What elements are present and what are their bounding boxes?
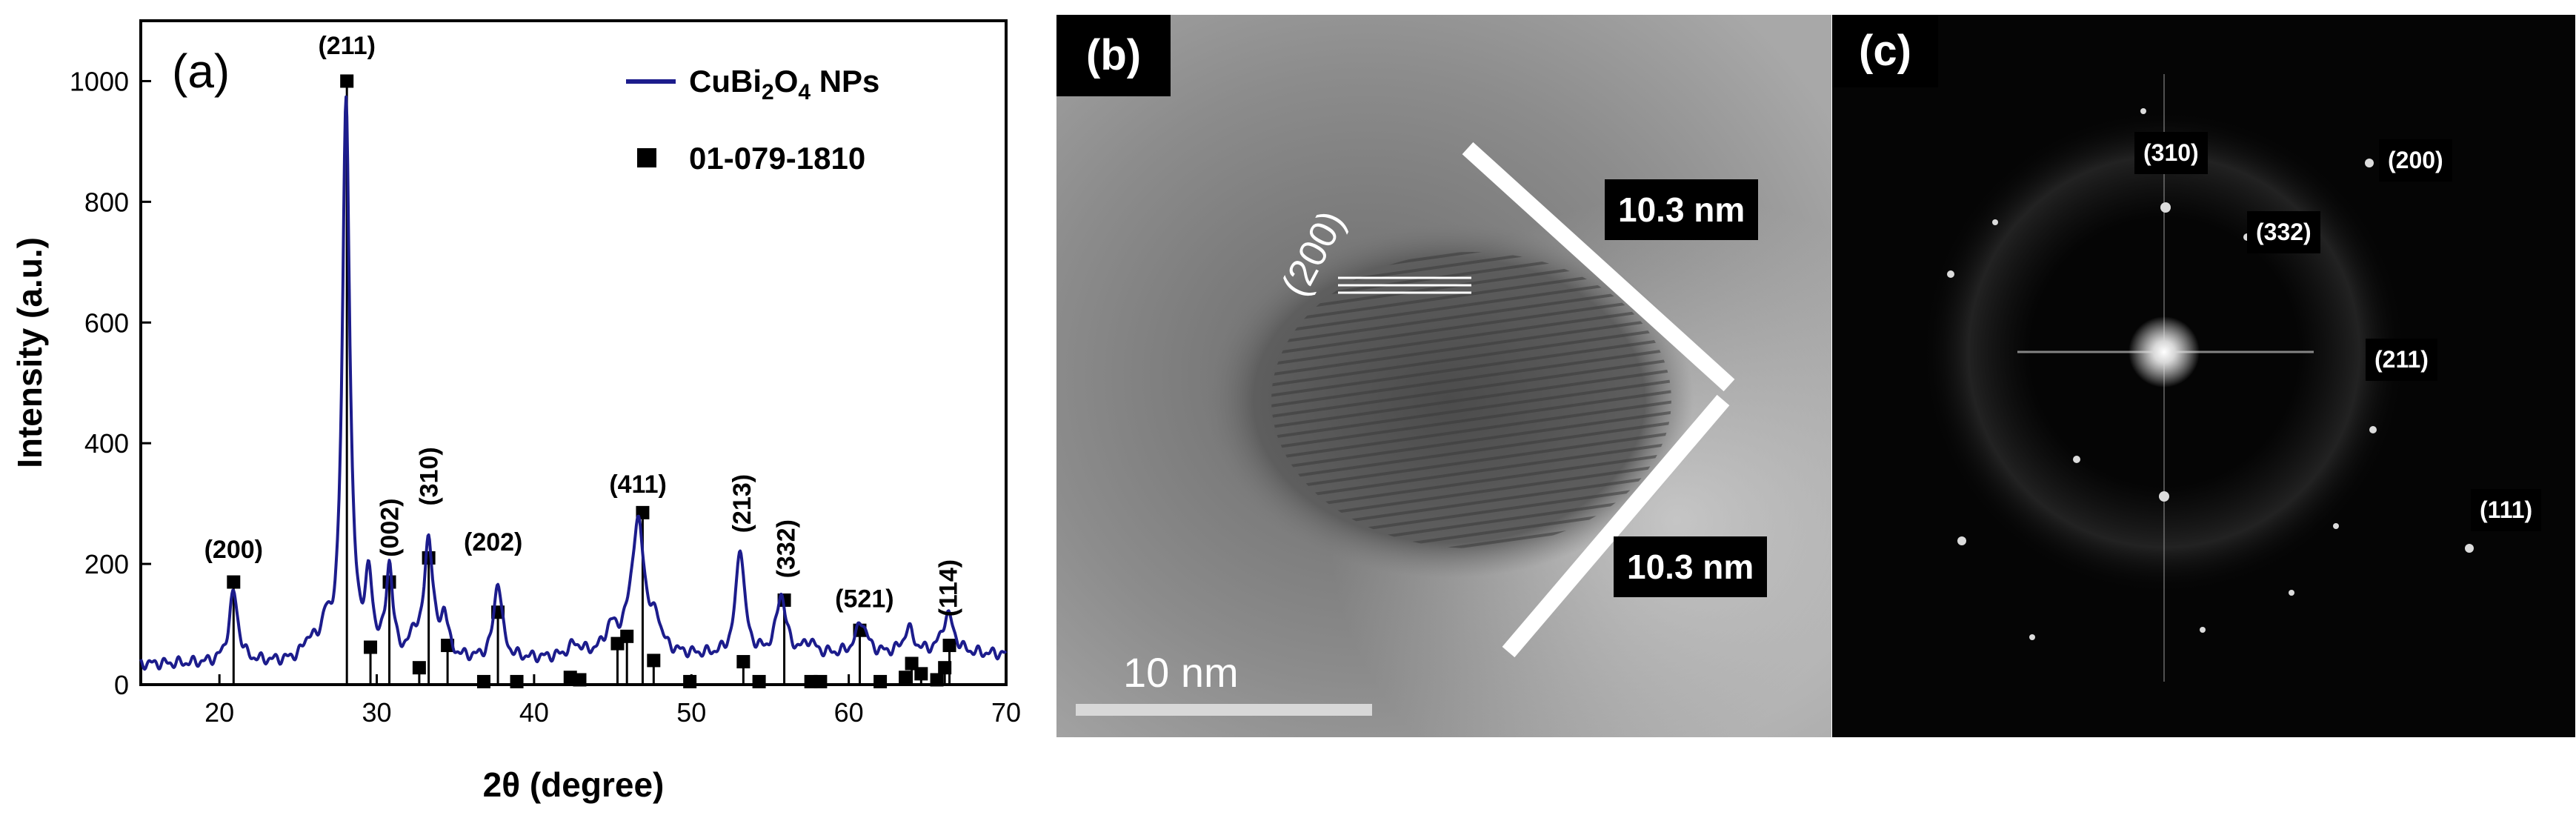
peak-label: (002) bbox=[376, 499, 405, 557]
y-tick-label: 800 bbox=[84, 187, 129, 217]
legend-label-reference: 01-079-1810 bbox=[689, 141, 865, 176]
y-tick-label: 0 bbox=[114, 670, 129, 700]
reference-marker bbox=[573, 673, 587, 687]
reference-marker bbox=[752, 674, 766, 688]
x-tick-label: 40 bbox=[519, 697, 549, 728]
reference-marker bbox=[510, 674, 524, 688]
fft-central-spot bbox=[2129, 316, 2200, 388]
y-tick-label: 200 bbox=[84, 549, 129, 579]
reference-marker bbox=[873, 674, 888, 688]
reference-marker bbox=[942, 639, 956, 653]
peak-label: (310) bbox=[416, 447, 444, 505]
measure-label-bottom: 10.3 nm bbox=[1614, 536, 1768, 597]
reference-marker bbox=[364, 640, 378, 654]
scale-bar bbox=[1076, 704, 1372, 716]
hrtem-image bbox=[1056, 15, 1831, 737]
peak-label: (211) bbox=[318, 32, 376, 60]
x-tick-label: 60 bbox=[834, 697, 864, 728]
measure-line-top bbox=[1462, 142, 1735, 392]
peak-label: (114) bbox=[934, 559, 962, 617]
legend-label-series: CuBi2O4 NPs bbox=[689, 64, 879, 104]
x-tick-label: 30 bbox=[362, 697, 392, 728]
reference-marker bbox=[683, 674, 697, 688]
fft-spot-label-111: (111) bbox=[2471, 489, 2542, 531]
peak-label: (200) bbox=[204, 536, 263, 564]
legend-square-marker bbox=[637, 148, 656, 167]
fft-spot-label-310: (310) bbox=[2134, 132, 2208, 174]
peak-annotations: (200) (211) (002) (310) (202) (411) (213) (332)… bbox=[204, 32, 963, 617]
y-tick-label: 1000 bbox=[70, 66, 129, 96]
reference-marker bbox=[899, 671, 913, 685]
hrtem-image-panel: (b) (200) 10.3 nm 10.3 nm 10 nm bbox=[1056, 15, 1831, 737]
fft-spot-label-200: (200) bbox=[2379, 139, 2452, 182]
reference-marker bbox=[422, 551, 436, 565]
x-axis-label: 2θ (degree) bbox=[483, 765, 665, 804]
peak-label: (332) bbox=[773, 519, 801, 578]
measure-label-top: 10.3 nm bbox=[1605, 179, 1759, 240]
panel-label-c: (c) bbox=[1832, 15, 1938, 87]
legend: CuBi2O4 NPs 01-079-1810 bbox=[626, 64, 879, 176]
x-axis: 20 30 40 50 60 70 bbox=[204, 674, 1021, 728]
panel-label-b: (b) bbox=[1056, 15, 1171, 96]
fft-pattern-panel: (c) (310) (200) (332) (211) (111) bbox=[1832, 15, 2575, 737]
measure-line-bottom bbox=[1502, 394, 1730, 658]
reference-marker bbox=[813, 674, 828, 688]
reference-marker bbox=[930, 673, 944, 687]
fft-spot-label-211: (211) bbox=[2366, 339, 2437, 381]
reference-marker bbox=[340, 74, 354, 88]
fft-spot-label-332: (332) bbox=[2247, 211, 2320, 253]
y-axis-label: Intensity (a.u.) bbox=[10, 237, 49, 468]
y-tick-label: 600 bbox=[84, 307, 129, 338]
x-tick-label: 20 bbox=[204, 697, 234, 728]
peak-label: (202) bbox=[464, 528, 522, 556]
diffraction-spots bbox=[1947, 108, 2474, 640]
reference-marker bbox=[620, 629, 634, 643]
x-tick-label: 70 bbox=[991, 697, 1021, 728]
scale-bar-label: 10 nm bbox=[1123, 649, 1239, 696]
panel-label-a: (a) bbox=[172, 44, 230, 98]
reference-marker bbox=[382, 575, 396, 589]
peak-label: (521) bbox=[835, 585, 893, 614]
reference-marker bbox=[227, 575, 241, 589]
y-axis: 0 200 400 600 800 1000 bbox=[70, 66, 151, 700]
data-series-line bbox=[139, 95, 1008, 671]
reference-marker bbox=[476, 674, 490, 688]
reference-marker bbox=[647, 654, 661, 668]
reference-marker bbox=[914, 667, 928, 681]
reference-marker bbox=[905, 656, 919, 671]
peak-label: (411) bbox=[609, 470, 667, 499]
y-tick-label: 400 bbox=[84, 428, 129, 459]
xrd-chart: 0 200 400 600 800 1000 20 30 40 50 60 70 (200) (211… bbox=[10, 19, 1021, 804]
reference-marker bbox=[938, 661, 952, 675]
fft-pattern bbox=[1832, 15, 2575, 737]
reference-marker bbox=[412, 661, 426, 675]
x-tick-label: 50 bbox=[676, 697, 706, 728]
plane-marker-lines bbox=[1338, 276, 1471, 294]
reference-marker bbox=[736, 655, 750, 669]
peak-label: (213) bbox=[728, 474, 756, 533]
lattice-fringes bbox=[1271, 252, 1671, 548]
